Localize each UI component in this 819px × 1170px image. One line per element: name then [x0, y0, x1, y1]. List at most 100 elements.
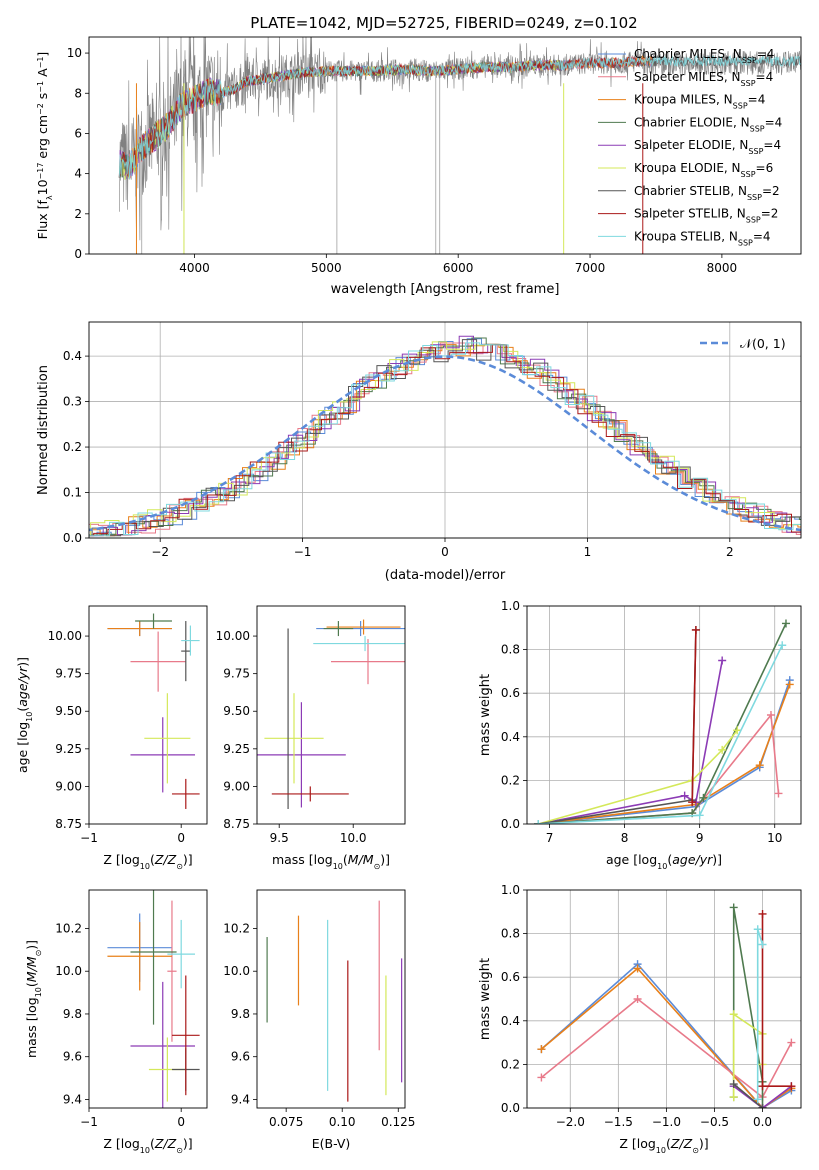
y-tick-label: 9.75 [55, 667, 82, 681]
y-tick-label: 0.0 [501, 1101, 520, 1115]
gaussian-curve [89, 355, 801, 532]
legend-label: Salpeter STELIB, NSSP=2 [634, 207, 778, 225]
mass-vs-ebv-axes: 0.075 0.10 0.125 9.4 9.6 9.8 10.0 10.2 [223, 921, 415, 1129]
y-tick-label: 10.00 [48, 629, 82, 643]
age-vs-mass-axes: 9.5 10.0 8.75 9.00 9.25 9.50 9.75 10.00 [216, 629, 367, 845]
series-marker [633, 964, 642, 973]
y-tick-label: 8.75 [55, 817, 82, 831]
x-tick-label: 7 [546, 831, 554, 845]
series-marker [785, 680, 794, 689]
mass-vs-Z-axes: −1 0 9.4 9.6 9.8 10.0 10.2 [55, 921, 185, 1129]
weight-vs-age-ylabel: mass weight [478, 674, 493, 756]
mass-vs-Z-ylabel: mass [log10(M/M⊙)] [24, 940, 43, 1058]
legend-label: 𝒩(0, 1) [740, 336, 786, 351]
y-tick-label: 9.50 [55, 704, 82, 718]
series-marker [633, 995, 642, 1003]
series-marker [758, 1082, 767, 1091]
age-vs-Z-frame [88, 605, 208, 825]
y-tick-label: 9.6 [231, 1050, 250, 1064]
spectrum-lines [118, 37, 801, 254]
age-vs-mass-errorbars [257, 619, 405, 809]
series-marker [753, 1095, 762, 1104]
series-marker [758, 1104, 767, 1108]
series-marker [695, 811, 704, 820]
x-tick-label: 9 [696, 831, 704, 845]
y-tick-label: 0.2 [501, 773, 520, 787]
series-line [732, 907, 764, 1108]
age-vs-Z-xlabel: Z [log10(Z/Z⊙)] [103, 852, 192, 871]
mass-vs-ebv-errorbars [266, 900, 403, 1102]
legend-label: Chabrier STELIB, NSSP=2 [634, 184, 780, 202]
x-tick-label: −1 [80, 1115, 98, 1129]
weight-vs-age-xlabel: age [log10(age/yr)] [606, 852, 722, 871]
series-marker [778, 641, 787, 650]
y-tick-label: 2 [74, 207, 82, 221]
weight-vs-Z-ylabel: mass weight [478, 958, 493, 1040]
y-tick-label: 10.00 [216, 629, 250, 643]
y-tick-label: 0.4 [501, 1014, 520, 1028]
y-tick-label: 10.2 [223, 921, 250, 935]
series-marker [755, 761, 764, 770]
series-line [733, 1083, 764, 1108]
weight-vs-Z-lines [537, 903, 796, 1108]
figure-title: PLATE=1042, MJD=52725, FIBERID=0249, z=0… [250, 14, 637, 32]
legend-label: Kroupa ELODIE, NSSP=6 [634, 161, 773, 179]
y-tick-label: 0.8 [501, 927, 520, 941]
y-tick-label: 0.6 [501, 970, 520, 984]
weight-vs-age-frame [526, 605, 802, 825]
x-tick-label: −1.5 [604, 1115, 633, 1129]
x-tick-label: 0.075 [269, 1115, 303, 1129]
histogram-step [89, 342, 801, 535]
series-line [538, 623, 787, 824]
histogram-step [89, 341, 801, 537]
weight-vs-Z-xlabel: Z [log10(Z/Z⊙)] [619, 1136, 708, 1155]
y-tick-label: 0.3 [63, 395, 82, 409]
series-line [761, 914, 792, 1087]
histogram-step [89, 343, 801, 537]
y-tick-label: 0 [74, 247, 82, 261]
x-tick-label: 8 [621, 831, 629, 845]
model-spectrum-line [118, 54, 801, 179]
y-tick-label: 0.2 [501, 1057, 520, 1071]
series-line [538, 660, 723, 824]
x-tick-label: 5000 [311, 261, 342, 275]
x-tick-label: −0.5 [700, 1115, 729, 1129]
weight-vs-Z-frame [526, 889, 802, 1109]
series-marker [758, 909, 767, 918]
y-tick-label: 0.0 [63, 531, 82, 545]
series-line [538, 712, 780, 824]
y-tick-label: 8.75 [223, 817, 250, 831]
y-tick-label: 0.6 [501, 686, 520, 700]
y-tick-label: 9.8 [231, 1007, 250, 1021]
series-line [538, 644, 783, 824]
mass-vs-Z-errorbars [107, 890, 200, 1108]
x-tick-label: 0.10 [329, 1115, 356, 1129]
series-marker [729, 1080, 738, 1089]
y-tick-label: 10.2 [55, 921, 82, 935]
series-line [691, 629, 697, 803]
series-marker [729, 1010, 738, 1019]
mass-vs-ebv-xlabel: E(B-V) [312, 1136, 351, 1151]
spectrum-xlabel: wavelength [Angstrom, rest frame] [331, 282, 560, 297]
y-tick-label: 10.0 [223, 964, 250, 978]
y-tick-label: 10 [67, 46, 82, 60]
y-tick-label: 0.8 [501, 643, 520, 657]
y-tick-label: 9.75 [223, 667, 250, 681]
y-tick-label: 1.0 [501, 599, 520, 613]
series-marker [766, 711, 775, 719]
spectrum-axes: 4000 5000 6000 7000 8000 0 2 4 6 8 10 [67, 46, 737, 275]
x-tick-label: 0 [441, 545, 449, 559]
x-tick-label: 1 [584, 545, 592, 559]
age-vs-Z-axes: −1 0 8.75 9.00 9.25 9.50 9.75 10.00 [48, 629, 185, 845]
y-tick-label: 10.0 [55, 964, 82, 978]
series-marker [680, 791, 689, 800]
series-line [538, 729, 738, 824]
series-line [538, 679, 791, 824]
x-tick-label: −2 [151, 545, 169, 559]
y-tick-label: 9.4 [231, 1092, 250, 1106]
y-tick-label: 9.25 [55, 742, 82, 756]
x-tick-label: 0.125 [381, 1115, 415, 1129]
series-marker [753, 925, 762, 934]
mass-vs-ebv-frame [256, 889, 406, 1109]
